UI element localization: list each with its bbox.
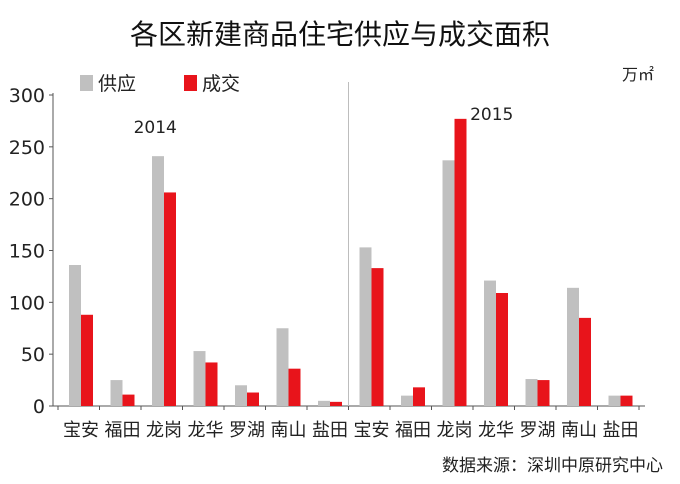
y-tick-label: 100 bbox=[9, 292, 45, 314]
y-tick-label: 250 bbox=[9, 137, 45, 159]
bar-supply bbox=[110, 380, 123, 406]
x-tick-label: 盐田 bbox=[312, 420, 348, 441]
bar-supply bbox=[318, 400, 330, 406]
bar-supply bbox=[525, 379, 538, 406]
bar-deal bbox=[620, 395, 633, 406]
x-tick-label: 盐田 bbox=[603, 420, 639, 441]
x-tick-label: 南山 bbox=[271, 420, 307, 441]
x-tick-label: 龙华 bbox=[188, 420, 224, 441]
y-tick-label: 0 bbox=[33, 396, 45, 418]
x-tick-label: 福田 bbox=[105, 420, 141, 441]
bar-deal bbox=[164, 192, 176, 406]
legend-swatch-supply bbox=[80, 75, 93, 91]
bar-supply bbox=[484, 280, 496, 406]
bar-deal bbox=[413, 387, 425, 406]
unit-label: 万㎡ bbox=[622, 65, 654, 84]
bar-supply bbox=[608, 395, 621, 406]
x-tick-label: 罗湖 bbox=[520, 420, 556, 441]
legend-swatch-deal bbox=[184, 75, 197, 91]
bar-supply bbox=[442, 160, 455, 406]
bar-deal bbox=[371, 268, 384, 406]
group-label: 2015 bbox=[470, 105, 513, 125]
bar-deal bbox=[122, 394, 135, 406]
bar-deal bbox=[288, 368, 301, 406]
chart-title: 各区新建商品住宅供应与成交面积 bbox=[130, 18, 550, 51]
x-tick-label: 罗湖 bbox=[229, 420, 265, 441]
bar-deal bbox=[496, 293, 508, 406]
source-note: 数据来源：深圳中原研究中心 bbox=[442, 456, 663, 476]
bar-deal bbox=[205, 362, 218, 406]
bar-supply bbox=[152, 156, 164, 406]
x-tick-label: 龙华 bbox=[478, 420, 514, 441]
x-tick-label: 龙岗 bbox=[437, 420, 473, 441]
y-tick-label: 150 bbox=[9, 241, 45, 263]
y-tick-label: 50 bbox=[21, 344, 45, 366]
x-tick-label: 宝安 bbox=[63, 420, 99, 441]
bar-supply bbox=[401, 395, 413, 406]
bar-deal bbox=[81, 314, 93, 406]
bar-deal bbox=[247, 392, 259, 406]
bar-supply bbox=[359, 247, 372, 406]
legend-label-supply: 供应 bbox=[98, 73, 136, 95]
y-tick-label: 300 bbox=[9, 85, 45, 107]
bar-supply bbox=[567, 287, 579, 406]
bar-supply bbox=[69, 265, 81, 406]
x-tick-label: 龙岗 bbox=[146, 420, 182, 441]
bar-supply bbox=[193, 351, 206, 406]
bar-deal bbox=[537, 380, 550, 406]
bar-supply bbox=[276, 328, 289, 406]
group-label: 2014 bbox=[134, 118, 177, 138]
bar-deal bbox=[330, 401, 342, 406]
x-tick-label: 宝安 bbox=[354, 420, 390, 441]
x-tick-label: 南山 bbox=[561, 420, 597, 441]
bar-deal bbox=[579, 317, 591, 406]
bar-supply bbox=[235, 385, 247, 406]
y-tick-label: 200 bbox=[9, 189, 45, 211]
legend-label-deal: 成交 bbox=[202, 73, 240, 95]
x-tick-label: 福田 bbox=[395, 420, 431, 441]
bar-deal bbox=[454, 118, 467, 407]
